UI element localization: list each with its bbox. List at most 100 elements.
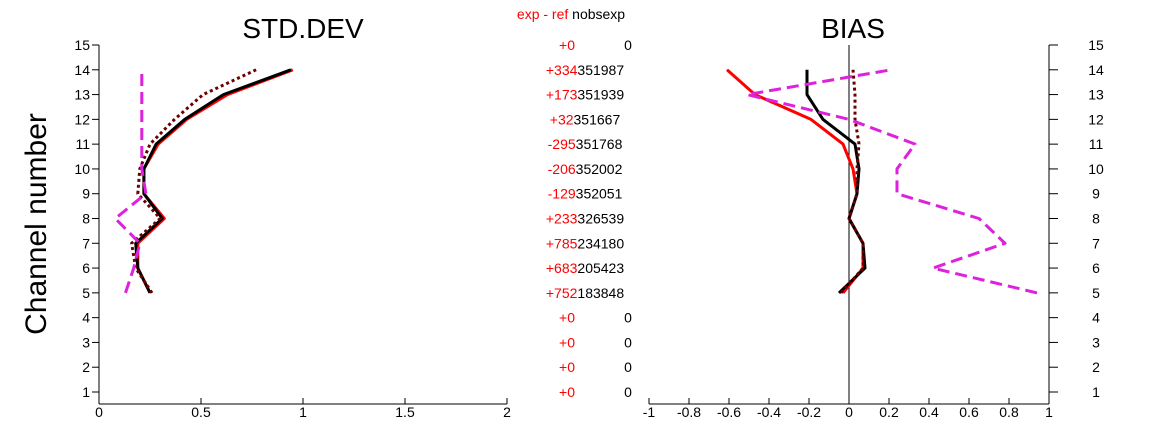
y-tick-label: 6 bbox=[82, 260, 90, 276]
nobs-value: 234180 bbox=[577, 235, 624, 251]
nobs-value: 0 bbox=[624, 334, 632, 350]
y-tick-label: 11 bbox=[1089, 136, 1104, 152]
y-tick-label: 9 bbox=[82, 186, 90, 202]
y-tick-label: 3 bbox=[82, 334, 90, 350]
y-tick-label: 7 bbox=[1092, 235, 1100, 251]
table-row: +752183848 bbox=[546, 285, 624, 301]
y-tick-label: 2 bbox=[1092, 359, 1100, 375]
diff-value: +334 bbox=[546, 62, 578, 78]
chart-title: STD.DEV bbox=[242, 13, 364, 44]
table-row: +683205423 bbox=[546, 260, 624, 276]
y-tick-label: 5 bbox=[82, 285, 90, 301]
y-tick-label: 11 bbox=[75, 136, 90, 152]
chart-title: BIAS bbox=[821, 13, 885, 44]
nobs-value: 0 bbox=[624, 384, 632, 400]
diff-value: +785 bbox=[546, 235, 578, 251]
table-row: +334351987 bbox=[546, 62, 624, 78]
y-tick-label: 15 bbox=[74, 37, 90, 53]
y-tick-label: 8 bbox=[82, 211, 90, 227]
y-tick-label: 6 bbox=[1092, 260, 1100, 276]
x-tick-label: -0.8 bbox=[677, 404, 701, 420]
diff-value: +752 bbox=[546, 285, 578, 301]
bias-panel: BIAS-1 -0.8 -0.6 -0.4 -0.2 0 0.2 0.4 0.6 0.8 11234… bbox=[643, 13, 1104, 420]
x-tick-label: 0.4 bbox=[919, 404, 939, 420]
y-tick-label: 5 bbox=[1092, 285, 1100, 301]
nobs-value: 351667 bbox=[574, 111, 621, 127]
series-line-dotted-2 bbox=[839, 69, 865, 294]
x-tick-label: 0.8 bbox=[999, 404, 1019, 420]
nobs-value: 351987 bbox=[577, 62, 624, 78]
diff-value: +0 bbox=[559, 310, 575, 326]
y-tick-label: 10 bbox=[1088, 161, 1104, 177]
y-tick-label: 14 bbox=[1088, 62, 1104, 78]
y-tick-label: 9 bbox=[1092, 186, 1100, 202]
x-tick-label: 0.2 bbox=[879, 404, 899, 420]
x-tick-label: 2 bbox=[503, 404, 511, 420]
nobs-value: 0 bbox=[624, 37, 632, 53]
x-tick-label: 1 bbox=[299, 404, 307, 420]
series-line-dotted-2 bbox=[130, 68, 257, 294]
y-tick-label: 15 bbox=[1088, 37, 1104, 53]
x-tick-label: 0 bbox=[845, 404, 853, 420]
x-tick-label: -0.2 bbox=[797, 404, 821, 420]
diff-value: -206 bbox=[548, 161, 576, 177]
y-tick-label: 12 bbox=[74, 111, 90, 127]
center-table: exp - ref nobsexp+0 0+334351987+173351939… bbox=[517, 6, 632, 400]
diff-value: +0 bbox=[559, 37, 575, 53]
y-tick-label: 13 bbox=[1088, 87, 1104, 103]
x-tick-label: 0.6 bbox=[959, 404, 979, 420]
diff-value: -295 bbox=[548, 136, 576, 152]
table-row: -129352051 bbox=[548, 186, 623, 202]
y-tick-label: 3 bbox=[1092, 334, 1100, 350]
diff-value: +0 bbox=[559, 359, 575, 375]
y-axis-label: Channel number bbox=[20, 113, 53, 335]
nobs-value: 352051 bbox=[576, 186, 623, 202]
series-line-solid-0 bbox=[726, 68, 865, 294]
diff-value: +32 bbox=[550, 111, 574, 127]
table-row: +785234180 bbox=[546, 235, 624, 251]
x-tick-label: 0 bbox=[95, 404, 103, 420]
nobs-value: 326539 bbox=[577, 211, 624, 227]
diff-value: +683 bbox=[546, 260, 578, 276]
y-tick-label: 14 bbox=[74, 62, 90, 78]
table-row: -206352002 bbox=[548, 161, 623, 177]
diff-header: exp - ref bbox=[517, 6, 572, 22]
nobs-value: 183848 bbox=[577, 285, 624, 301]
y-tick-label: 1 bbox=[1092, 384, 1100, 400]
series-line-dashed-3 bbox=[113, 69, 148, 294]
x-tick-label: 1 bbox=[1045, 404, 1053, 420]
y-tick-label: 13 bbox=[74, 87, 90, 103]
diff-value: +173 bbox=[546, 87, 578, 103]
table-row: +233326539 bbox=[546, 211, 624, 227]
x-tick-label: -1 bbox=[643, 404, 656, 420]
nobs-value: 352002 bbox=[576, 161, 623, 177]
nobs-value: 351939 bbox=[577, 87, 624, 103]
x-tick-label: -0.6 bbox=[717, 404, 741, 420]
table-header: exp - ref nobsexp bbox=[517, 6, 625, 22]
table-row: +32351667 bbox=[550, 111, 621, 127]
nobs-value: 0 bbox=[624, 359, 632, 375]
y-tick-label: 12 bbox=[1088, 111, 1104, 127]
x-tick-label: 1.5 bbox=[395, 404, 415, 420]
y-tick-label: 4 bbox=[82, 310, 90, 326]
nobs-header: nobsexp bbox=[572, 6, 625, 22]
x-tick-label: 0.5 bbox=[191, 404, 211, 420]
y-tick-label: 8 bbox=[1092, 211, 1100, 227]
nobs-value: 205423 bbox=[577, 260, 624, 276]
y-tick-label: 4 bbox=[1092, 310, 1100, 326]
table-row: +173351939 bbox=[546, 87, 624, 103]
series-line-solid-0 bbox=[136, 68, 294, 294]
table-row: -295351768 bbox=[548, 136, 623, 152]
diff-value: +233 bbox=[546, 211, 578, 227]
diff-value: -129 bbox=[548, 186, 576, 202]
nobs-value: 0 bbox=[624, 310, 632, 326]
y-tick-label: 2 bbox=[82, 359, 90, 375]
y-tick-label: 1 bbox=[82, 384, 90, 400]
x-tick-label: -0.4 bbox=[757, 404, 781, 420]
series-line-dashed-3 bbox=[745, 68, 1038, 295]
nobs-value: 351768 bbox=[576, 136, 623, 152]
y-tick-label: 10 bbox=[74, 161, 90, 177]
series-line-solid-1 bbox=[805, 69, 867, 294]
